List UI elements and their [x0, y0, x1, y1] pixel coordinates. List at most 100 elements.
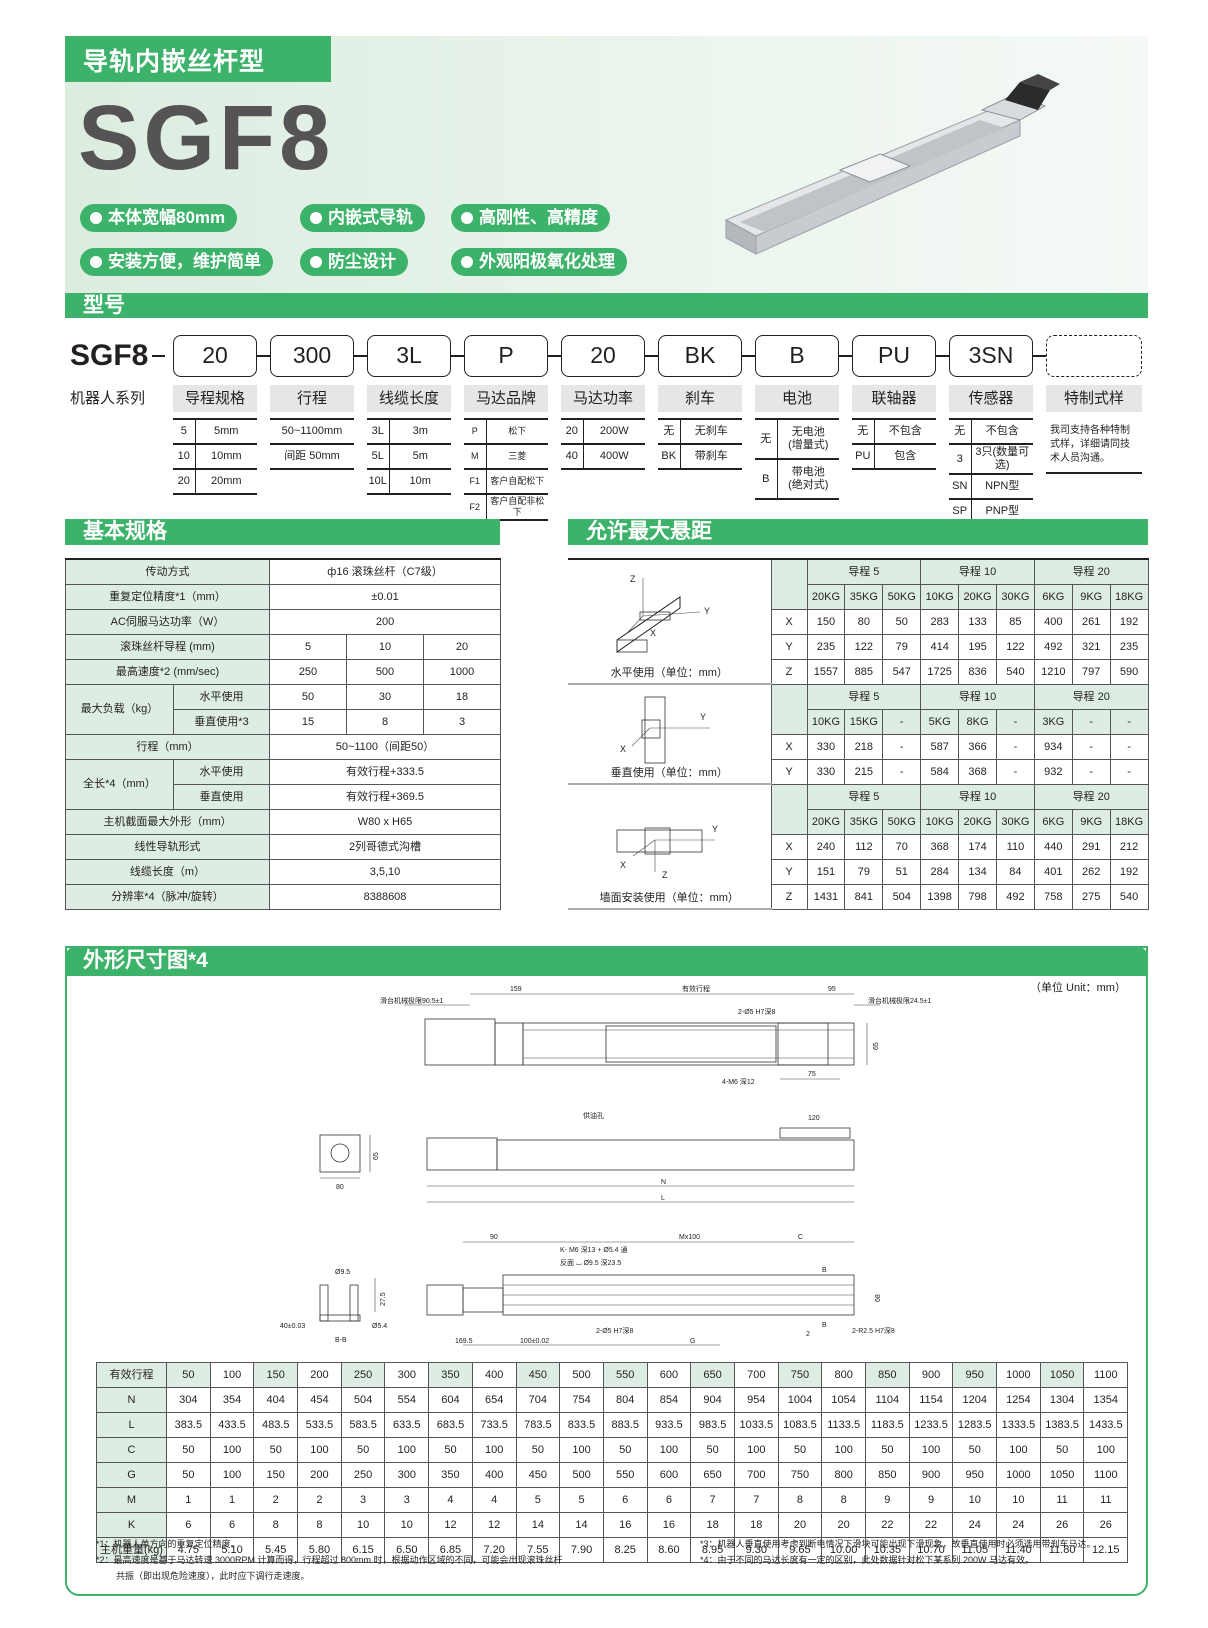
overhang-value: 504	[882, 883, 922, 910]
axis-arrow	[631, 727, 651, 747]
dimension-row: G 50 100 150 200 250 300 350 400 450 500 550 600 650 7…	[96, 1462, 1129, 1488]
footnotes-right: *3：机器人垂直使用考虑到断电情况下滑块可能出现下滑现象，故垂直使用时必须选用带…	[700, 1536, 1140, 1568]
feature-text: 本体宽幅80mm	[108, 208, 226, 227]
dimension-value: 50	[253, 1437, 299, 1463]
axis-label: X	[650, 628, 656, 638]
connector	[936, 355, 949, 357]
dimension-value: 18	[690, 1512, 735, 1538]
option-code: 40	[561, 443, 584, 470]
dimension-value: 20	[777, 1512, 823, 1538]
dimension-value: 14	[559, 1512, 604, 1538]
option-row: PU 包含	[852, 443, 936, 470]
overhang-value: 885	[844, 658, 884, 685]
dimension-value: 600	[646, 1462, 692, 1488]
dimension-value: 50	[340, 1437, 386, 1463]
overhang-value: 798	[958, 883, 997, 910]
dimension-value: 654	[471, 1387, 517, 1413]
dimension-value: 354	[209, 1387, 255, 1413]
option-desc: 松下	[486, 418, 548, 444]
dimension-value: 933.5	[646, 1412, 692, 1438]
dimension-value: 350	[428, 1462, 473, 1488]
basic-spec-table: 传动方式 ф16 滚珠丝杆（C7级） 重复定位精度*1（mm） ±0.01 AC伺服马达…	[65, 558, 502, 910]
drawing-label: 2-R2.5 H7深8	[852, 1326, 895, 1335]
connector	[451, 355, 464, 357]
dimension-value: 100	[384, 1437, 430, 1463]
dimension-label: K	[96, 1512, 167, 1538]
dimension-value: 450	[515, 1362, 561, 1388]
dimension-value: 1050	[1039, 1362, 1085, 1388]
axis-label: Z	[630, 574, 636, 584]
dimension-value: 50	[602, 1437, 648, 1463]
dimension-value: 350	[428, 1362, 473, 1388]
overhang-value: 368	[920, 833, 960, 860]
dimension-value: 950	[952, 1362, 998, 1388]
drawing-label: B	[822, 1267, 827, 1274]
dimension-value: 9.30	[733, 1537, 779, 1563]
section-title-model: 型号	[65, 293, 1148, 318]
actuator-sketch	[616, 829, 703, 853]
dimension-value: 650	[690, 1362, 735, 1388]
spec-label: 分辨率*4（脉冲/旋转）	[65, 883, 270, 910]
overhang-value: 401	[1033, 858, 1073, 885]
dimension-value: 833.5	[559, 1412, 604, 1438]
spec-row: 线缆长度（m） 3,5,10	[65, 858, 502, 885]
footnote: *4：由于不同的马达长度有一定的区别，此处数据针对松下某系列 200W 马达有效…	[700, 1555, 1035, 1565]
feature-badge: 本体宽幅80mm	[80, 204, 238, 232]
drawing-label: 75	[808, 1071, 816, 1078]
dimension-value: 7	[733, 1487, 779, 1513]
axis-arrow	[642, 611, 701, 617]
bullet-icon	[461, 212, 473, 224]
option-code: B	[755, 458, 778, 500]
dimension-value: 8	[297, 1512, 342, 1538]
dimension-value: 50	[166, 1437, 211, 1463]
connector	[742, 355, 755, 357]
dimension-value: 700	[733, 1362, 779, 1388]
dimension-value: 904	[690, 1387, 735, 1413]
drawing-label: L	[661, 1195, 665, 1202]
spec-value: 250	[269, 658, 347, 685]
connector	[257, 355, 270, 357]
load-header: 30KG	[995, 583, 1035, 610]
spec-row: AC伺服马达功率（W） 200	[65, 608, 502, 635]
feature-text: 内嵌式导轨	[328, 208, 413, 227]
dimension-value: 1283.5	[952, 1412, 998, 1438]
feature-badge: 内嵌式导轨	[300, 204, 425, 232]
drawing-label: 4-M6 深12	[722, 1077, 755, 1086]
overhang-value: 1725	[920, 658, 960, 685]
load-header: 50KG	[882, 808, 922, 835]
option-code: PU	[852, 443, 875, 470]
dimension-value: 500	[559, 1462, 604, 1488]
code-box-7: B	[755, 335, 839, 377]
code-box-3: 3L	[367, 335, 451, 377]
spec-label: 最大负载（kg）	[65, 683, 174, 735]
spec-value: 50~1100（间距50）	[268, 733, 502, 760]
load-header: 5KG	[920, 708, 960, 735]
option-desc: 50~1100mm	[270, 418, 354, 444]
dimension-table: 有效行程 50 100 150 200 250 300 350 400 450 500 550 600 6…	[96, 1362, 1129, 1563]
dimension-label: 有效行程	[96, 1362, 167, 1388]
option-code: 20	[173, 468, 196, 495]
spec-value: 200	[268, 608, 502, 635]
dimension-value: 22	[908, 1512, 954, 1538]
option-row: 20 200W	[561, 418, 645, 444]
dimension-value: 100	[297, 1437, 342, 1463]
code-label: 线缆长度	[367, 385, 451, 412]
dimension-value: 250	[340, 1462, 386, 1488]
option-row: F1 客户自配松下	[464, 468, 548, 494]
dimension-label: G	[96, 1462, 167, 1488]
option-row: 5L 5m	[367, 443, 451, 469]
dimension-row: L 383.5 433.5 483.5 533.5 583.5 633.5 683.5 733.…	[96, 1412, 1129, 1438]
code-label: 电池	[755, 385, 839, 412]
code-box-4: P	[464, 335, 548, 377]
option-desc: 5m	[389, 443, 451, 469]
dimension-value: 554	[384, 1387, 430, 1413]
spec-row: 滚珠丝杆导程 (mm) 5 10 20	[65, 633, 502, 660]
dimension-value: 504	[340, 1387, 386, 1413]
overhang-row: X 240 112 70 368 174 110 440 291 212	[568, 833, 1149, 860]
code-label: 马达功率	[561, 385, 645, 412]
dimension-value: 1100	[1083, 1362, 1129, 1388]
dimension-value: 1000	[996, 1462, 1041, 1488]
code-box-1: 20	[173, 335, 257, 377]
option-row: 40 400W	[561, 443, 645, 470]
